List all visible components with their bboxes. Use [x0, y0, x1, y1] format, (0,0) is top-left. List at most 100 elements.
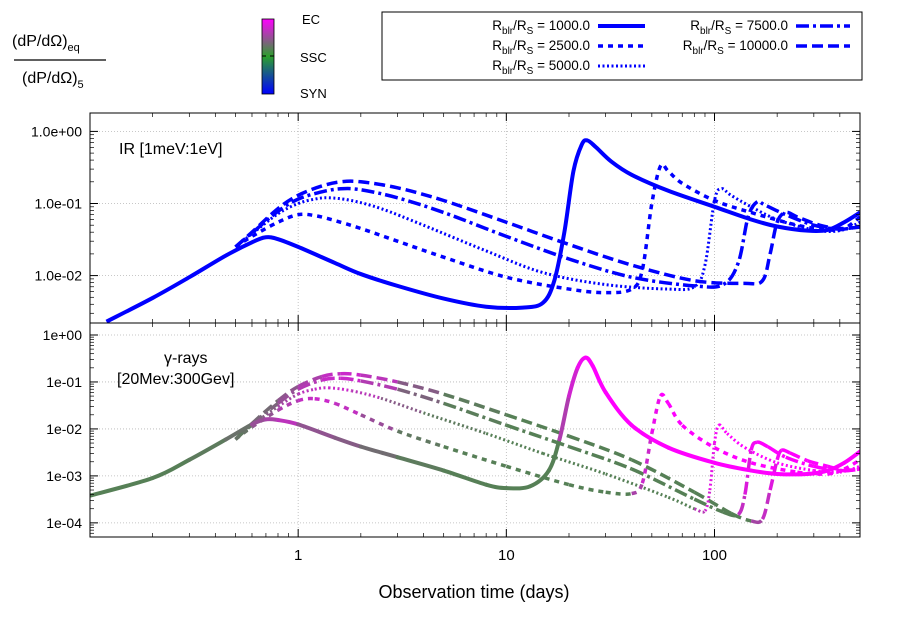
bottom-series-segment: [775, 448, 783, 461]
bottom-series-segment: [297, 378, 323, 391]
y-tick-label: 1e-04: [46, 515, 82, 531]
top-series-line-2: [234, 187, 860, 292]
bottom-series-segment: [630, 458, 696, 494]
bottom-series-segment: [340, 371, 362, 377]
legend-entry-7500: Rblr/RS = 7500.0: [690, 18, 850, 37]
bottom-series-segment: [650, 395, 663, 434]
bottom-series-segment: [842, 449, 860, 465]
bottom-series-segment: [542, 452, 607, 476]
legend-entry-5000: Rblr/RS = 5000.0: [492, 58, 645, 77]
bottom-series-segment: [785, 455, 815, 469]
bottom-series-segment: [297, 387, 315, 396]
bottom-series-segment: [640, 433, 654, 484]
bottom-series-segment: [443, 444, 507, 468]
bottom-series-segment: [314, 396, 336, 406]
x-axis-ticks: 1 10 100: [89, 113, 861, 564]
bottom-series-segment: [557, 394, 571, 442]
legend-box: [381, 11, 863, 81]
bottom-series-segment: [546, 437, 562, 473]
x-tick-label: 100: [702, 547, 727, 564]
legend-entry-10000: Rblr/RS = 10000.0: [683, 38, 850, 57]
bottom-series-line-2: [234, 386, 860, 514]
bottom-series-segment: [568, 434, 633, 462]
y-tick-label: 1e-03: [46, 468, 82, 484]
legend-label-7500: Rblr/RS = 7500.0: [690, 18, 788, 37]
bottom-series-segment: [568, 482, 606, 494]
bottom-series-segment: [631, 482, 644, 496]
bottom-series-segment: [806, 459, 829, 469]
bottom-series-segment: [505, 464, 570, 487]
x-axis-label: Observation time (days): [378, 582, 569, 602]
top-series-line-0: [105, 138, 860, 323]
bottom-series-segment: [666, 445, 717, 465]
bottom-series-segment: [718, 423, 729, 435]
bottom-series-segment: [321, 376, 341, 382]
legend-label-5000: Rblr/RS = 5000.0: [492, 58, 590, 77]
bottom-series-segment: [360, 413, 399, 433]
top-series-line-1: [234, 162, 860, 295]
legend-entry-1000: Rblr/RS = 1000.0: [492, 18, 645, 37]
bottom-series-segment: [314, 386, 329, 391]
bottom-series-segment: [744, 446, 778, 465]
bottom-series-segment: [351, 389, 382, 400]
bottom-series-segment: [789, 451, 809, 463]
colorbar-label-ssc: SSC: [300, 50, 327, 65]
panel-bottom-title-line1: γ-rays: [164, 350, 208, 367]
bottom-series-segment: [297, 374, 323, 389]
x-tick-label: 1: [294, 547, 302, 564]
bottom-series-segment: [629, 423, 671, 450]
bottom-series-segment: [90, 476, 155, 498]
legend-label-10000: Rblr/RS = 10000.0: [683, 38, 788, 57]
bottom-series-segment: [743, 449, 753, 495]
bottom-series-segment: [605, 490, 633, 496]
y-tick-label: 1.0e-01: [35, 195, 83, 211]
bottom-series-segment: [334, 401, 362, 417]
series-bottom: [90, 355, 860, 525]
bottom-series-segment: [443, 392, 507, 417]
frame-bottom: [89, 322, 861, 538]
bottom-series-segment: [713, 446, 752, 465]
yticks-top: 1.0e+00 1.0e-01 1.0e-02: [31, 123, 860, 314]
bottom-series-segment: [360, 379, 398, 391]
ylabel-denominator: (dP/dΩ)5: [22, 70, 84, 91]
panel-bottom: 1e+00 1e-01 1e-02 1e-03 1e-04 γ-rays [20Mev:…: [43, 322, 861, 538]
colorbar-label-ec: EC: [302, 12, 320, 27]
bottom-series-segment: [666, 402, 684, 427]
bottom-series-segment: [321, 371, 341, 379]
panel-bottom-title: γ-rays [20Mev:300Gev]: [117, 350, 234, 388]
panel-top-title: IR [1meV:1eV]: [119, 141, 222, 158]
bottom-series-segment: [749, 440, 758, 451]
y-tick-label: 1.0e+00: [31, 123, 82, 139]
bottom-series-segment: [441, 468, 489, 487]
bottom-series-segment: [693, 490, 732, 515]
y-tick-label: 1e-01: [46, 374, 82, 390]
bottom-series-segment: [528, 468, 551, 489]
bottom-series-segment: [485, 432, 544, 455]
bottom-series-segment: [380, 396, 424, 415]
y-tick-label: 1e-02: [46, 421, 82, 437]
bottom-series-segment: [750, 518, 764, 525]
bottom-series-segment: [297, 396, 315, 403]
colorbar-label-syn: SYN: [300, 86, 327, 101]
colorbar: EC SSC SYN: [261, 12, 327, 101]
bottom-series-segment: [360, 373, 398, 384]
bottom-series-segment: [276, 384, 300, 403]
ylabel-numerator: (dP/dΩ)eq: [12, 33, 80, 54]
bottom-series-segment: [443, 401, 507, 427]
legend: Rblr/RS = 1000.0 Rblr/RS = 2500.0 Rblr/R…: [381, 11, 863, 81]
bottom-series-segment: [504, 484, 533, 491]
bottom-series-segment: [396, 429, 445, 449]
bottom-series-segment: [713, 424, 720, 444]
bottom-series-segment: [397, 387, 445, 406]
bottom-series-segment: [760, 489, 772, 521]
bottom-series-segment: [328, 386, 352, 393]
bottom-series-segment: [590, 363, 608, 395]
panel-top: 1.0e+00 1.0e-01 1.0e-02 IR [1meV:1eV]: [31, 112, 861, 324]
bottom-series-segment: [568, 444, 633, 471]
legend-label-1000: Rblr/RS = 1000.0: [492, 18, 590, 37]
y-axis-label: (dP/dΩ)eq (dP/dΩ)5: [12, 33, 106, 91]
bottom-series-segment: [250, 408, 279, 429]
y-tick-label: 1.0e-02: [35, 268, 83, 284]
bottom-series-segment: [843, 458, 860, 471]
bottom-series-segment: [749, 468, 780, 476]
